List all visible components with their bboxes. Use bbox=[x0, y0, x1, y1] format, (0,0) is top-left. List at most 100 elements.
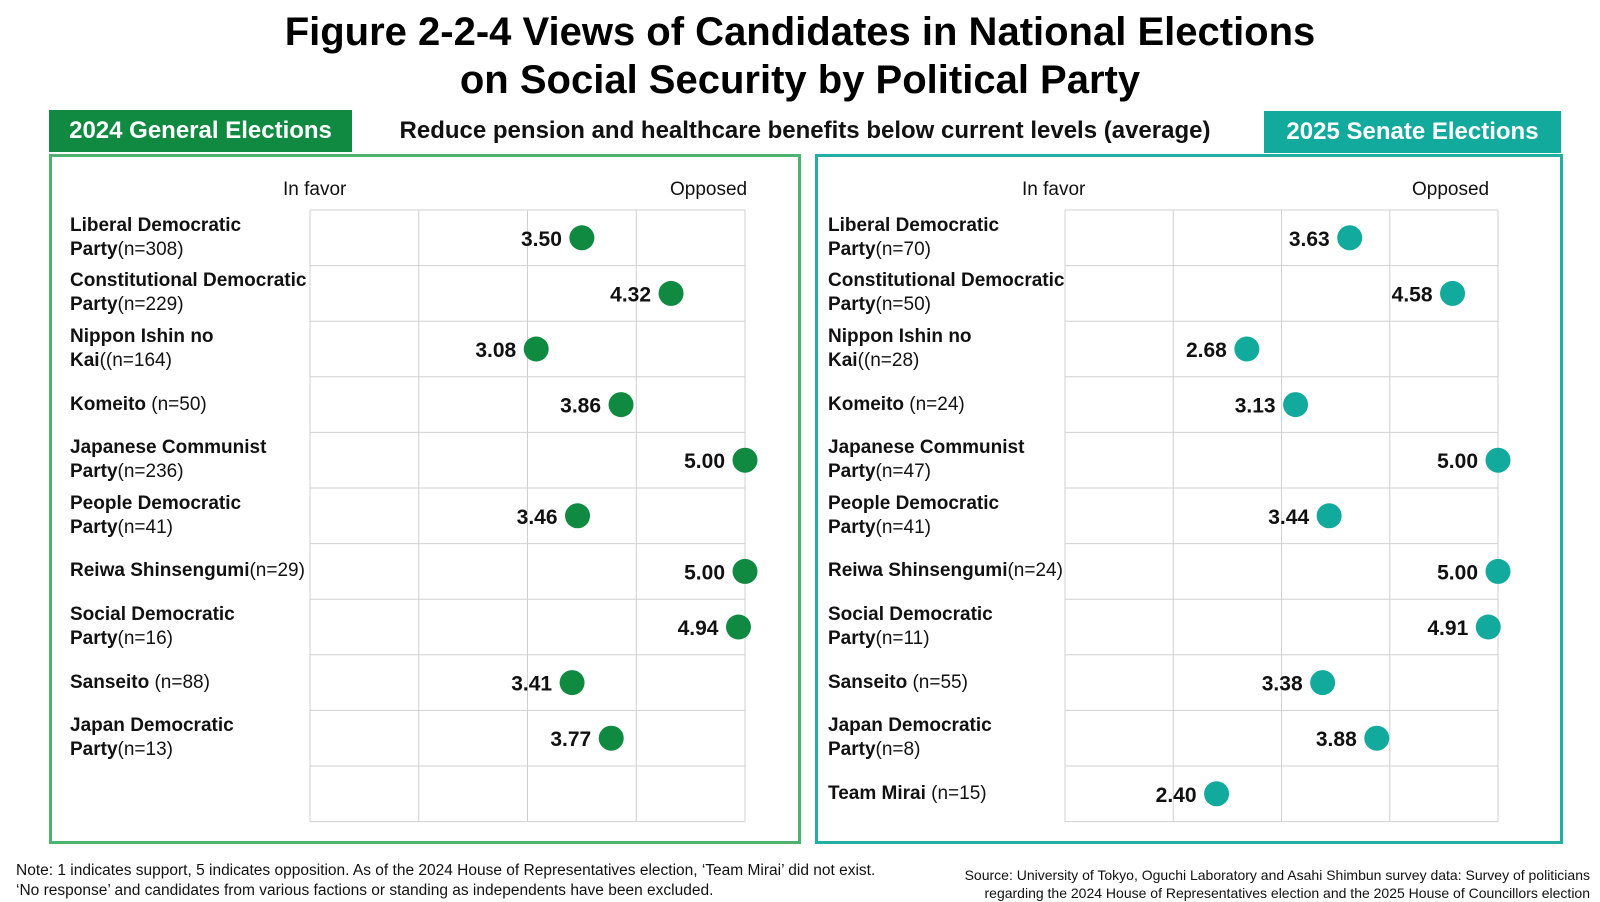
chart-subtitle: Reduce pension and healthcare benefits b… bbox=[399, 117, 1211, 144]
data-point bbox=[569, 225, 595, 251]
data-point bbox=[1310, 670, 1336, 696]
party-label: Reiwa Shinsengumi(n=29) bbox=[70, 544, 310, 600]
footnote-line-2: ‘No response’ and candidates from variou… bbox=[16, 882, 714, 899]
left-chart-frame bbox=[49, 154, 801, 844]
party-label: Team Mirai (n=15) bbox=[828, 766, 1068, 822]
data-label: 3.38 bbox=[1262, 673, 1303, 696]
right-in-favor-label: In favor bbox=[1022, 179, 1086, 200]
left-chart-tag: 2024 General Elections bbox=[49, 110, 352, 152]
right-chart-frame bbox=[815, 154, 1563, 844]
data-label: 5.00 bbox=[1437, 561, 1478, 584]
party-name: Constitutional Democratic Party bbox=[70, 270, 307, 316]
party-sample-size: (n=55) bbox=[907, 671, 968, 693]
party-label: Constitutional Democratic Party(n=50) bbox=[828, 266, 1068, 322]
party-name: Social Democratic Party bbox=[70, 603, 235, 649]
party-label: People Democratic Party(n=41) bbox=[828, 488, 1068, 544]
party-sample-size: (n=41) bbox=[875, 516, 931, 538]
data-label: 3.63 bbox=[1289, 228, 1330, 251]
party-name: Liberal Democratic Party bbox=[70, 214, 242, 260]
right-opposed-label: Opposed bbox=[1412, 179, 1490, 200]
source-line-2: regarding the 2024 House of Representati… bbox=[984, 885, 1591, 901]
data-point bbox=[658, 280, 684, 306]
party-label: Nippon Ishin no Kai((n=164) bbox=[70, 321, 310, 377]
party-label: Komeito (n=24) bbox=[828, 377, 1068, 433]
party-name: Japanese Communist Party bbox=[70, 437, 267, 483]
party-sample-size: (n=16) bbox=[117, 627, 173, 649]
data-label: 3.88 bbox=[1316, 728, 1357, 751]
data-label: 2.68 bbox=[1186, 339, 1227, 362]
party-sample-size: ((n=28) bbox=[857, 349, 920, 371]
data-label: 4.94 bbox=[678, 617, 719, 640]
party-label: Social Democratic Party(n=16) bbox=[70, 599, 310, 655]
party-label: Nippon Ishin no Kai((n=28) bbox=[828, 321, 1068, 377]
left-in-favor-label: In favor bbox=[283, 179, 347, 200]
data-label: 4.58 bbox=[1392, 283, 1433, 306]
party-name: Reiwa Shinsengumi bbox=[828, 560, 1008, 582]
data-label: 3.46 bbox=[517, 506, 558, 529]
party-label: Liberal Democratic Party(n=308) bbox=[70, 210, 310, 266]
party-label: Liberal Democratic Party(n=70) bbox=[828, 210, 1068, 266]
party-label: Japanese Communist Party(n=47) bbox=[828, 432, 1068, 488]
data-point bbox=[1475, 614, 1501, 640]
party-sample-size: (n=11) bbox=[875, 627, 930, 649]
party-name: Liberal Democratic Party bbox=[828, 214, 1000, 260]
party-name: Komeito bbox=[828, 393, 904, 415]
title-line-1: Figure 2-2-4 Views of Candidates in Nati… bbox=[284, 10, 1316, 54]
data-label: 3.77 bbox=[550, 728, 591, 751]
party-name: Japan Democratic Party bbox=[70, 715, 234, 761]
party-name: People Democratic Party bbox=[828, 492, 1000, 538]
party-sample-size: (n=41) bbox=[117, 516, 173, 538]
source-line-1: Source: University of Tokyo, Oguchi Labo… bbox=[964, 867, 1590, 883]
party-sample-size: (n=13) bbox=[117, 739, 173, 761]
data-label: 3.44 bbox=[1268, 506, 1309, 529]
party-label: People Democratic Party(n=41) bbox=[70, 488, 310, 544]
party-label: Japan Democratic Party(n=8) bbox=[828, 710, 1068, 766]
party-sample-size: (n=70) bbox=[875, 238, 931, 260]
data-point bbox=[732, 447, 758, 473]
party-sample-size: (n=24) bbox=[1007, 560, 1063, 582]
party-sample-size: (n=88) bbox=[149, 671, 210, 693]
left-dot-plot: 3.50 4.32 3.08 3.86 5.00 3.46 5.00 4.94 3.41 3.77 bbox=[309, 209, 758, 823]
party-name: Reiwa Shinsengumi bbox=[70, 560, 250, 582]
data-point bbox=[565, 503, 591, 529]
party-name: Sanseito bbox=[828, 671, 908, 693]
footnote-line-1: Note: 1 indicates support, 5 indicates o… bbox=[16, 862, 876, 879]
data-point bbox=[559, 670, 585, 696]
party-label: Komeito (n=50) bbox=[70, 377, 310, 433]
data-label: 3.08 bbox=[475, 339, 516, 362]
party-name: Japanese Communist Party bbox=[828, 437, 1025, 483]
party-name: Nippon Ishin no Kai bbox=[70, 325, 214, 371]
party-sample-size: (n=50) bbox=[146, 393, 207, 415]
party-label: Constitutional Democratic Party(n=229) bbox=[70, 266, 310, 322]
party-name: Sanseito bbox=[70, 671, 150, 693]
data-label: 2.40 bbox=[1156, 784, 1197, 807]
party-name: Japan Democratic Party bbox=[828, 715, 992, 761]
data-label: 3.13 bbox=[1235, 395, 1276, 418]
party-sample-size: (n=229) bbox=[117, 294, 184, 316]
party-label: Japanese Communist Party(n=236) bbox=[70, 432, 310, 488]
data-point bbox=[1316, 503, 1342, 529]
party-sample-size: (n=50) bbox=[875, 294, 931, 316]
title-line-2: on Social Security by Political Party bbox=[459, 58, 1141, 102]
right-chart-tag: 2025 Senate Elections bbox=[1264, 111, 1561, 153]
party-sample-size: ((n=164) bbox=[99, 349, 172, 371]
party-name: Team Mirai bbox=[828, 782, 926, 804]
data-label: 4.91 bbox=[1427, 617, 1468, 640]
data-label: 3.41 bbox=[511, 673, 552, 696]
party-label: Japan Democratic Party(n=13) bbox=[70, 710, 310, 766]
party-label: Sanseito (n=88) bbox=[70, 655, 310, 711]
data-point bbox=[1337, 225, 1363, 251]
party-sample-size: (n=8) bbox=[875, 739, 921, 761]
party-sample-size: (n=24) bbox=[904, 393, 965, 415]
data-label: 5.00 bbox=[1437, 450, 1478, 473]
data-point bbox=[1485, 447, 1511, 473]
source-note: Source: University of Tokyo, Oguchi Labo… bbox=[965, 866, 1590, 902]
data-label: 5.00 bbox=[684, 450, 725, 473]
party-sample-size: (n=308) bbox=[117, 238, 184, 260]
data-point bbox=[1234, 336, 1260, 362]
right-dot-plot: 3.63 4.58 2.68 3.13 5.00 3.44 5.00 4.91 3.38 3.88… bbox=[1064, 209, 1511, 823]
data-point bbox=[1364, 725, 1390, 751]
data-point bbox=[725, 614, 751, 640]
party-sample-size: (n=47) bbox=[875, 461, 931, 483]
party-name: Social Democratic Party bbox=[828, 603, 993, 649]
